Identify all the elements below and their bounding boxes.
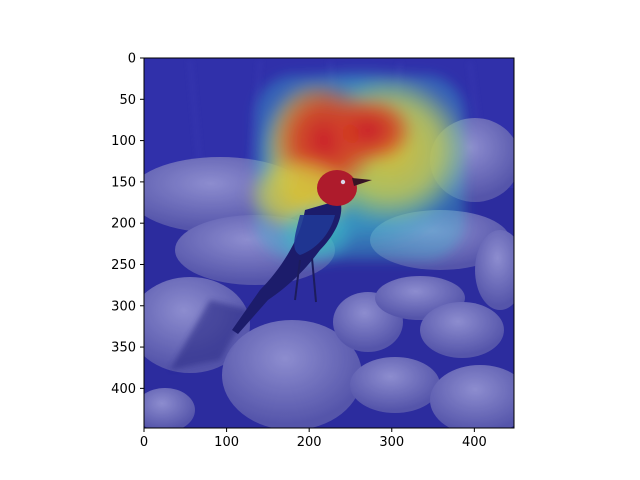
y-tick-label: 50	[119, 93, 136, 108]
y-tick-label: 350	[111, 341, 136, 356]
x-tick-label: 0	[140, 435, 148, 450]
y-tick-label: 100	[111, 134, 136, 149]
y-tick-label: 150	[111, 175, 136, 190]
y-tick-label: 200	[111, 217, 136, 232]
y-axis: 0 50 100 150 200 250 300 350 400	[111, 52, 144, 397]
axes-frame	[143, 57, 515, 429]
x-tick-label: 400	[462, 435, 487, 450]
x-tick-label: 300	[379, 435, 404, 450]
y-tick-label: 300	[111, 299, 136, 314]
x-axis: 0 100 200 300 400	[140, 428, 487, 450]
y-tick-label: 250	[111, 258, 136, 273]
overlay-image	[144, 58, 514, 428]
x-tick-label: 100	[214, 435, 239, 450]
x-tick-label: 200	[297, 435, 322, 450]
y-tick-label: 400	[111, 382, 136, 397]
y-tick-label: 0	[128, 52, 136, 67]
bird	[232, 170, 372, 334]
